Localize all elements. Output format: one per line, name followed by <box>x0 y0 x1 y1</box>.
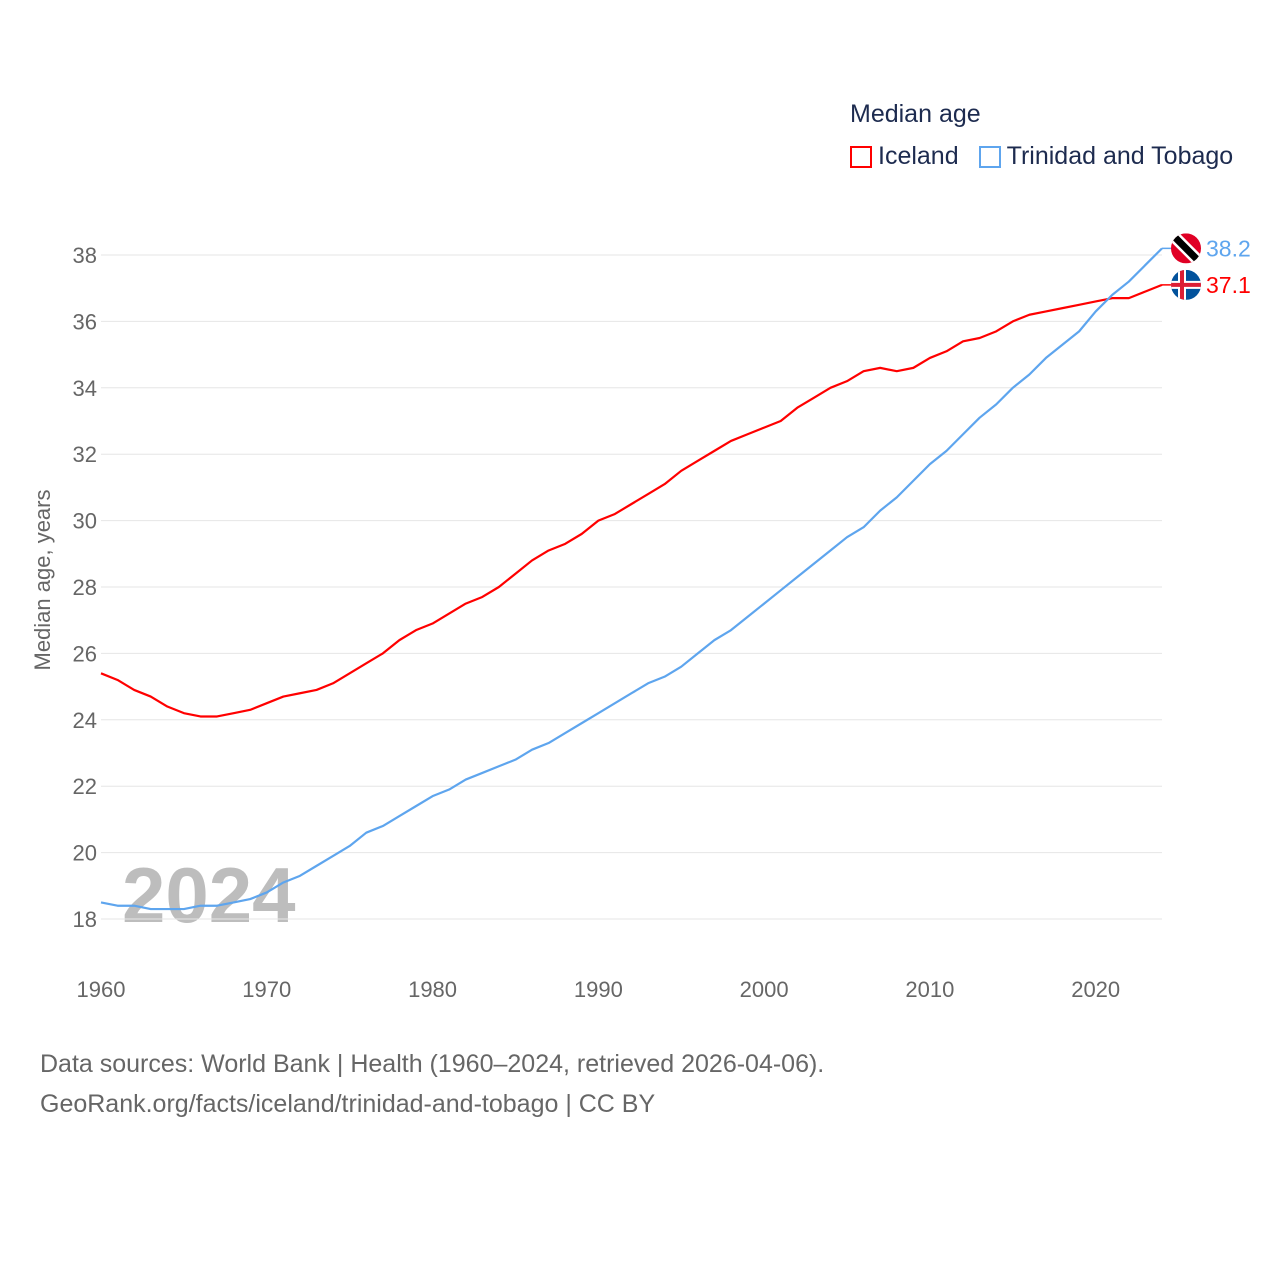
legend-title: Median age <box>850 100 981 128</box>
source-link[interactable]: GeoRank.org/facts/iceland/trinidad-and-t… <box>40 1090 656 1118</box>
legend-label: Trinidad and Tobago <box>1006 142 1234 170</box>
x-tick-label: 2010 <box>905 977 954 1002</box>
series-line-trinidad-and-tobago <box>100 247 1163 911</box>
data-source-note: Data sources: World Bank | Health (1960–… <box>40 1050 825 1078</box>
y-tick-label: 20 <box>73 841 97 866</box>
y-tick-label: 36 <box>73 309 97 334</box>
y-tick-label: 24 <box>73 708 97 733</box>
year-watermark: 2024 <box>122 851 296 939</box>
footer: Data sources: World Bank | Health (1960–… <box>40 1044 824 1124</box>
x-tick-label: 1980 <box>408 977 457 1002</box>
legend-swatch-trinidad <box>978 145 1001 168</box>
trinidad-and-tobago-flag-icon <box>1171 233 1201 264</box>
end-value-label: 37.1 <box>1206 272 1251 298</box>
y-tick-label: 32 <box>73 442 97 467</box>
x-tick-label: 1990 <box>574 977 623 1002</box>
legend-label: Iceland <box>878 142 959 170</box>
y-tick-label: 34 <box>73 376 97 401</box>
end-value-label: 38.2 <box>1206 235 1251 261</box>
legend-swatch-iceland <box>850 145 872 168</box>
y-axis-label: Median age, years <box>30 490 55 671</box>
y-tick-label: 22 <box>73 774 97 799</box>
x-tick-label: 1960 <box>77 977 126 1002</box>
legend: Iceland Trinidad and Tobago <box>850 142 1253 171</box>
y-tick-label: 28 <box>73 575 97 600</box>
y-tick-label: 30 <box>73 509 97 534</box>
x-tick-label: 2000 <box>740 977 789 1002</box>
series-line-iceland <box>100 283 1163 718</box>
y-tick-label: 38 <box>73 243 97 268</box>
legend-item-iceland[interactable]: Iceland <box>850 142 959 171</box>
y-tick-label: 18 <box>73 907 97 932</box>
legend-item-trinidad-and-tobago[interactable]: Trinidad and Tobago <box>978 142 1234 171</box>
x-tick-label: 2020 <box>1071 977 1120 1002</box>
x-tick-label: 1970 <box>242 977 291 1002</box>
iceland-flag-icon <box>1171 269 1201 300</box>
y-tick-label: 26 <box>73 641 97 666</box>
